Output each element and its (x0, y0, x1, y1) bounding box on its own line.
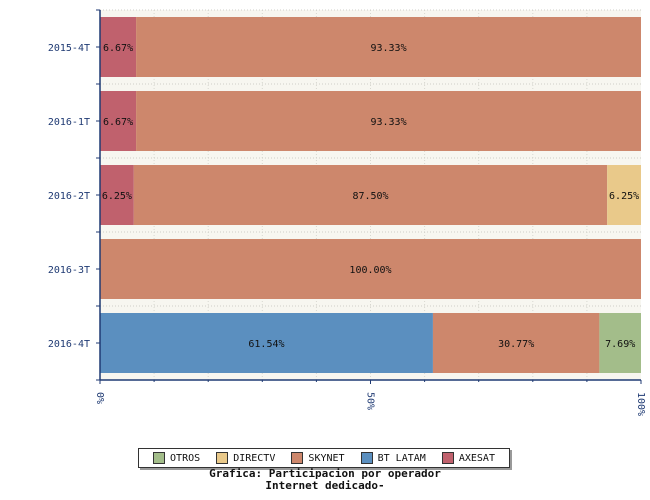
chart-legend: OTROS DIRECTV SKYNET BT LATAM AXESAT (138, 448, 510, 468)
data-label: 100.00% (349, 265, 391, 276)
data-label: 6.67% (103, 117, 133, 128)
legend-item-bt-latam: BT LATAM (360, 452, 426, 464)
legend-item-directv: DIRECTV (216, 452, 275, 464)
data-label: 6.25% (102, 191, 132, 202)
bar-segment-otros (599, 313, 641, 373)
y-tick-label: 2016-3T (48, 265, 90, 276)
y-tick-label: 2016-4T (48, 339, 90, 350)
legend-swatch (153, 452, 166, 464)
legend-label: AXESAT (458, 452, 495, 464)
bar-segment-axesat (100, 17, 137, 77)
chart-caption: Grafica: Participacion por operador Inte… (0, 468, 650, 492)
data-label: 93.33% (370, 117, 406, 128)
data-label: 7.69% (605, 339, 635, 350)
x-tick-label: 50% (365, 392, 376, 410)
legend-label: SKYNET (308, 452, 345, 464)
bar-segment-bt-latam (100, 313, 433, 373)
y-tick-label: 2016-1T (48, 117, 90, 128)
data-label: 93.33% (370, 43, 406, 54)
legend-swatch (360, 452, 373, 464)
legend-item-skynet: SKYNET (291, 452, 345, 464)
bar-segment-skynet (432, 313, 600, 373)
y-tick-label: 2016-2T (48, 191, 90, 202)
bar-segment-axesat (100, 91, 137, 151)
data-label: 61.54% (248, 339, 284, 350)
y-tick-label: 2015-4T (48, 43, 90, 54)
bar-segment-directv (607, 165, 641, 225)
legend-swatch (291, 452, 304, 464)
legend-item-otros: OTROS (153, 452, 200, 464)
legend-label: OTROS (170, 452, 201, 464)
caption-line-1: Grafica: Participacion por operador (209, 467, 441, 480)
caption-line-2: Internet dedicado- (265, 479, 385, 492)
legend-label: BT LATAM (377, 452, 426, 464)
data-label: 30.77% (498, 339, 534, 350)
bar-segment-skynet (100, 239, 641, 299)
data-label: 87.50% (352, 191, 388, 202)
legend-item-axesat: AXESAT (441, 452, 495, 464)
x-tick-label: 0% (94, 392, 105, 404)
legend-swatch (441, 452, 454, 464)
bar-segment-skynet (136, 91, 641, 151)
data-label: 6.67% (103, 43, 133, 54)
x-tick-label: 100% (635, 392, 646, 416)
data-label: 6.25% (609, 191, 639, 202)
bar-segment-axesat (100, 165, 134, 225)
bar-segment-skynet (133, 165, 608, 225)
stacked-bar-chart: 6.67% 93.33% 2015-4T 6.67% 93.33% 2016-1T 6.25… (48, 9, 646, 416)
bar-segment-skynet (136, 17, 641, 77)
legend-label: DIRECTV (233, 452, 276, 464)
legend-swatch (216, 452, 229, 464)
